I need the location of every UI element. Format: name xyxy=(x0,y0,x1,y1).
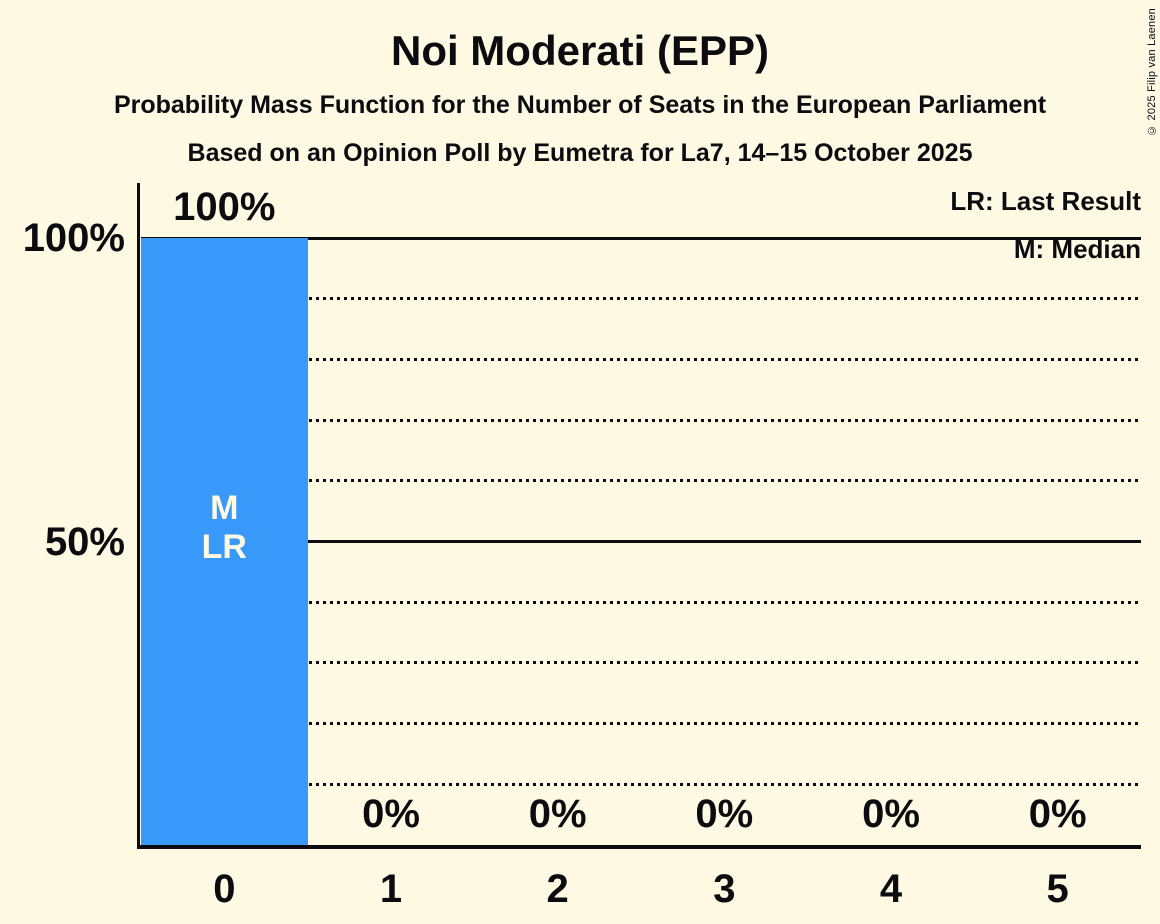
chart-poll-source: Based on an Opinion Poll by Eumetra for … xyxy=(187,139,973,167)
bar-value-label: 0% xyxy=(695,792,754,836)
y-tick-label: 100% xyxy=(22,216,125,260)
bar-annotation: M LR xyxy=(141,489,308,567)
bar-value-label: 0% xyxy=(362,792,420,836)
gridline-dotted-10 xyxy=(141,782,1141,786)
bar-value-label: 0% xyxy=(1028,792,1087,836)
gridline-dotted-40 xyxy=(141,600,1141,604)
x-axis-line xyxy=(137,845,1141,849)
legend-median: M: Median xyxy=(1013,234,1141,264)
y-axis-line xyxy=(137,183,140,847)
y-tick-label: 50% xyxy=(44,519,125,564)
bar-value-label: 100% xyxy=(173,185,276,229)
gridline-dotted-90 xyxy=(141,297,1141,301)
gridline-dotted-70 xyxy=(141,418,1141,422)
last-result-label: LR xyxy=(201,527,247,566)
x-tick-label: 0 xyxy=(213,867,236,911)
x-tick-label: 5 xyxy=(1046,867,1069,911)
x-tick-label: 4 xyxy=(879,867,903,911)
gridline-dotted-30 xyxy=(141,661,1141,665)
gridline-solid-100 xyxy=(141,236,1141,240)
gridline-dotted-20 xyxy=(141,722,1141,726)
legend-last-result: LR: Last Result xyxy=(950,186,1141,216)
chart-title: Noi Moderati (EPP) xyxy=(390,27,770,74)
gridline-dotted-60 xyxy=(141,479,1141,483)
gridline-solid-50 xyxy=(141,540,1141,543)
bar-value-label: 0% xyxy=(528,792,587,836)
median-label: M xyxy=(210,488,239,527)
x-tick-label: 2 xyxy=(546,867,569,911)
chart-subtitle: Probability Mass Function for the Number… xyxy=(113,91,1047,119)
bar-value-label: 0% xyxy=(862,792,920,836)
x-tick-label: 1 xyxy=(379,867,403,911)
gridline-dotted-80 xyxy=(141,357,1141,361)
x-tick-label: 3 xyxy=(713,867,736,911)
bar xyxy=(141,238,308,845)
